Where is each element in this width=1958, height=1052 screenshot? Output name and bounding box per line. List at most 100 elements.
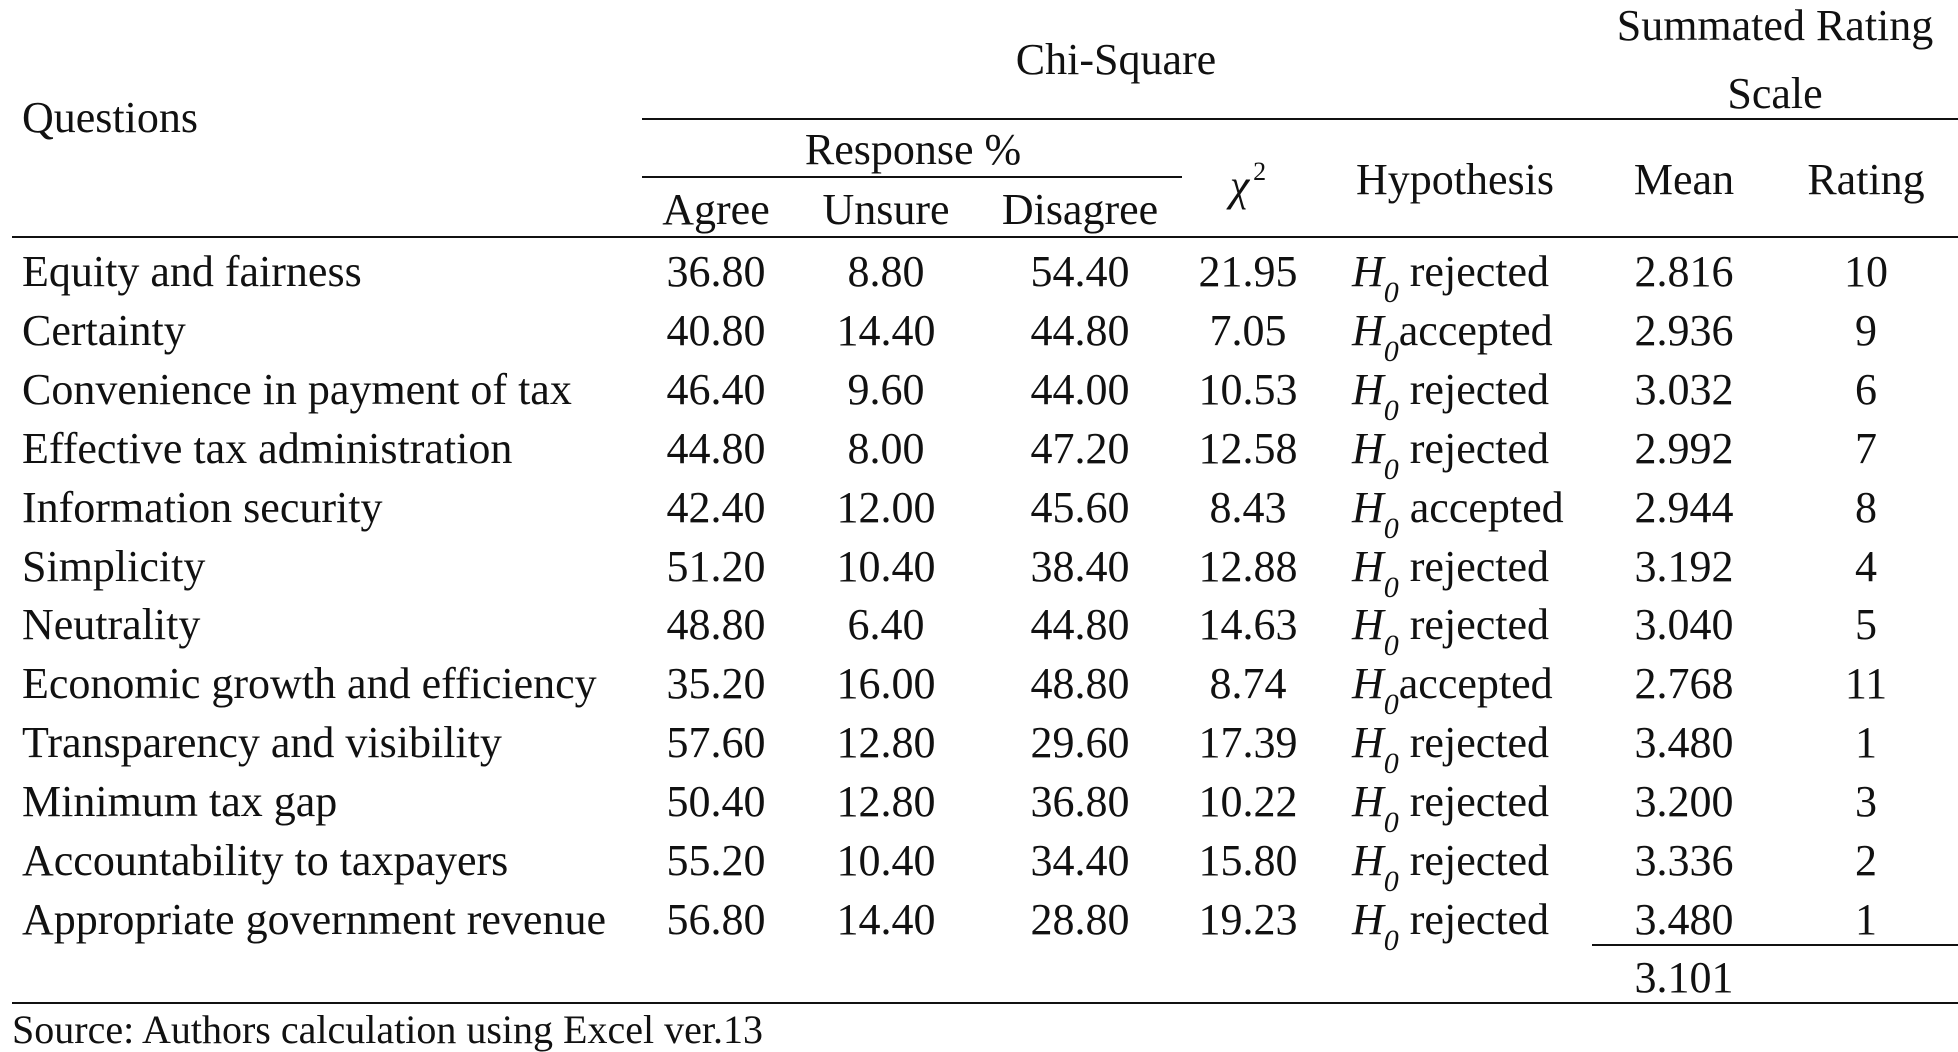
question-cell: Appropriate government revenue (22, 895, 606, 944)
rating-cell: 6 (1855, 365, 1877, 414)
unsure-cell: 10.40 (836, 836, 936, 885)
mean-cell: 2.768 (1634, 659, 1734, 708)
rating-cell: 11 (1844, 659, 1888, 708)
question-cell: Equity and fairness (22, 247, 362, 296)
rating-cell: 9 (1855, 306, 1877, 355)
hypothesis-cell: H0 rejected (1352, 895, 1549, 957)
chi2-cell: 12.58 (1198, 424, 1298, 473)
unsure-cell: 14.40 (836, 306, 936, 355)
hypothesis-cell: H0accepted (1352, 659, 1553, 721)
unsure-cell: 16.00 (836, 659, 936, 708)
chi2-cell: 10.22 (1198, 777, 1298, 826)
question-cell: Simplicity (22, 542, 206, 591)
question-cell: Accountability to taxpayers (22, 836, 509, 885)
agree-cell: 46.40 (666, 365, 766, 414)
mean-cell: 2.816 (1634, 247, 1734, 296)
rating-cell: 1 (1855, 895, 1877, 944)
summary-mean: 3.101 (1634, 953, 1734, 1002)
disagree-cell: 48.80 (1030, 659, 1130, 708)
question-cell: Certainty (22, 306, 186, 355)
unsure-header: Unsure (822, 185, 950, 234)
rating-cell: 3 (1855, 777, 1877, 826)
unsure-cell: 6.40 (847, 600, 925, 649)
hypothesis-cell: H0 rejected (1352, 836, 1549, 898)
unsure-cell: 8.80 (847, 247, 925, 296)
chi2-cell: 15.80 (1198, 836, 1298, 885)
unsure-cell: 8.00 (847, 424, 925, 473)
mean-cell: 2.992 (1634, 424, 1734, 473)
chi2-cell: 14.63 (1198, 600, 1298, 649)
mean-header: Mean (1633, 155, 1735, 204)
rating-cell: 4 (1855, 542, 1877, 591)
chi2-cell: 8.43 (1209, 483, 1287, 532)
question-cell: Neutrality (22, 600, 201, 649)
hypothesis-header: Hypothesis (1356, 155, 1554, 204)
mean-cell: 3.040 (1634, 600, 1734, 649)
hypothesis-cell: H0 rejected (1352, 247, 1549, 309)
disagree-cell: 38.40 (1030, 542, 1130, 591)
source-note: Source: Authors calculation using Excel … (12, 1007, 763, 1052)
question-cell: Effective tax administration (22, 424, 513, 473)
chi2-cell: 17.39 (1198, 718, 1298, 767)
disagree-cell: 45.60 (1030, 483, 1130, 532)
disagree-cell: 29.60 (1030, 718, 1130, 767)
response-percent-header: Response % (804, 125, 1022, 174)
agree-cell: 56.80 (666, 895, 766, 944)
agree-cell: 40.80 (666, 306, 766, 355)
disagree-cell: 54.40 (1030, 247, 1130, 296)
chi2-cell: 8.74 (1209, 659, 1287, 708)
summated-rating-header-line2: Scale (1727, 69, 1823, 118)
chi-square-header: Chi-Square (1015, 35, 1217, 84)
agree-cell: 36.80 (666, 247, 766, 296)
table-bottom-rule (12, 1002, 1958, 1004)
mean-cell: 3.480 (1634, 895, 1734, 944)
question-cell: Information security (22, 483, 383, 532)
agree-cell: 57.60 (666, 718, 766, 767)
disagree-cell: 28.80 (1030, 895, 1130, 944)
chi2-cell: 21.95 (1198, 247, 1298, 296)
rating-cell: 7 (1855, 424, 1877, 473)
question-cell: Convenience in payment of tax (22, 365, 572, 414)
unsure-cell: 12.00 (836, 483, 936, 532)
questions-header: Questions (22, 93, 198, 142)
chi2-cell: 7.05 (1209, 306, 1287, 355)
hypothesis-cell: H0 rejected (1352, 718, 1549, 780)
mean-cell: 3.336 (1634, 836, 1734, 885)
agree-cell: 50.40 (666, 777, 766, 826)
unsure-cell: 12.80 (836, 777, 936, 826)
mean-cell: 3.480 (1634, 718, 1734, 767)
disagree-cell: 36.80 (1030, 777, 1130, 826)
disagree-header: Disagree (1001, 185, 1159, 234)
question-cell: Economic growth and efficiency (22, 659, 597, 708)
agree-cell: 48.80 (666, 600, 766, 649)
hypothesis-cell: H0 rejected (1352, 777, 1549, 839)
rating-cell: 8 (1855, 483, 1877, 532)
hypothesis-cell: H0 rejected (1352, 542, 1549, 604)
chi2-cell: 12.88 (1198, 542, 1298, 591)
agree-cell: 35.20 (666, 659, 766, 708)
disagree-cell: 47.20 (1030, 424, 1130, 473)
hypothesis-cell: H0 rejected (1352, 600, 1549, 662)
mean-cell: 2.936 (1634, 306, 1734, 355)
unsure-cell: 9.60 (847, 365, 925, 414)
rating-cell: 5 (1855, 600, 1877, 649)
agree-cell: 44.80 (666, 424, 766, 473)
hypothesis-cell: H0 rejected (1352, 365, 1549, 427)
hypothesis-cell: H0 accepted (1352, 483, 1564, 545)
agree-header: Agree (662, 185, 770, 234)
mean-cell: 3.192 (1634, 542, 1734, 591)
mean-total-rule (1592, 944, 1958, 946)
rating-cell: 1 (1855, 718, 1877, 767)
rating-header: Rating (1807, 155, 1925, 204)
disagree-cell: 44.80 (1030, 306, 1130, 355)
unsure-cell: 10.40 (836, 542, 936, 591)
mean-cell: 2.944 (1634, 483, 1734, 532)
header-bottom-rule (12, 236, 1958, 238)
chi2-cell: 19.23 (1198, 895, 1298, 944)
disagree-cell: 34.40 (1030, 836, 1130, 885)
hypothesis-cell: H0accepted (1352, 306, 1553, 368)
question-cell: Transparency and visibility (22, 718, 502, 767)
header-group-rule (642, 118, 1958, 120)
question-cell: Minimum tax gap (22, 777, 338, 826)
